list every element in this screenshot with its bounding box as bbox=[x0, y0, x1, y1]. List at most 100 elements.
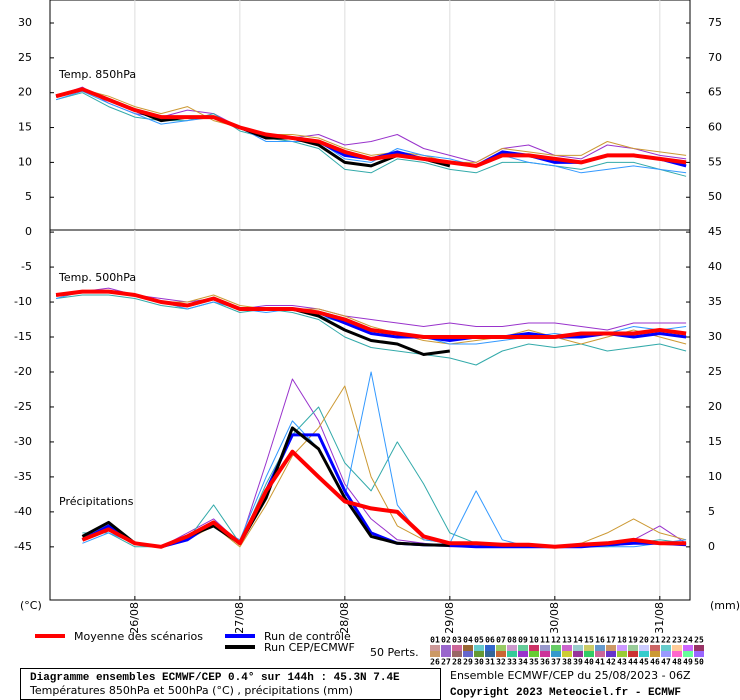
perturbation-label: 06 bbox=[485, 636, 495, 645]
perturbation-label: 07 bbox=[496, 636, 506, 645]
perturbation-label: 45 bbox=[639, 658, 649, 667]
perturbation-swatch bbox=[551, 651, 561, 657]
series-line bbox=[55, 87, 687, 168]
perturbation-label: 02 bbox=[441, 636, 451, 645]
perturbation-swatch bbox=[595, 645, 605, 651]
title: Diagramme ensembles ECMWF/CEP 0.4° sur 1… bbox=[30, 672, 400, 684]
y-tick-label: 0 bbox=[25, 225, 32, 238]
perturbation-label: 22 bbox=[661, 636, 671, 645]
perturbation-swatch bbox=[573, 651, 583, 657]
perturbation-label: 14 bbox=[573, 636, 583, 645]
x-tick-label: 27/08 bbox=[233, 602, 246, 634]
perturbation-label: 49 bbox=[683, 658, 693, 667]
y2-tick-label: 10 bbox=[708, 470, 722, 483]
perturbation-label: 12 bbox=[551, 636, 561, 645]
perturbation-swatch bbox=[463, 651, 473, 657]
perturbation-label: 11 bbox=[540, 636, 550, 645]
perturbation-swatch bbox=[496, 651, 506, 657]
perturbation-swatch bbox=[463, 645, 473, 651]
panel-annotation: Précipitations bbox=[59, 495, 134, 508]
perturbation-swatch bbox=[507, 651, 517, 657]
perturbation-swatch bbox=[507, 645, 517, 651]
perturbation-label: 21 bbox=[650, 636, 660, 645]
perturbation-swatch bbox=[617, 651, 627, 657]
perturbation-label: 30 bbox=[474, 658, 484, 667]
perturbation-label: 29 bbox=[463, 658, 473, 667]
perturbation-label: 03 bbox=[452, 636, 462, 645]
perturbation-label: 39 bbox=[573, 658, 583, 667]
perturbation-swatch bbox=[617, 645, 627, 651]
perturbation-label: 24 bbox=[683, 636, 693, 645]
y-tick-label: 25 bbox=[18, 51, 32, 64]
perturbation-swatch bbox=[430, 645, 440, 651]
y-tick-label: -30 bbox=[14, 435, 32, 448]
perturbation-swatch bbox=[452, 645, 462, 651]
perturbation-swatch bbox=[694, 651, 704, 657]
y2-tick-label: 15 bbox=[708, 435, 722, 448]
perturbation-swatch bbox=[573, 645, 583, 651]
perturbation-swatch bbox=[672, 645, 682, 651]
perturbation-swatch bbox=[474, 645, 484, 651]
perturbation-line bbox=[56, 287, 687, 331]
perturbation-label: 28 bbox=[452, 658, 462, 667]
perturbation-swatch bbox=[650, 651, 660, 657]
perturbation-label: 25 bbox=[694, 636, 704, 645]
legend-cep: Run CEP/ECMWF bbox=[264, 641, 355, 654]
x-tick-label: 30/08 bbox=[548, 602, 561, 634]
y2-tick-label: 0 bbox=[708, 540, 715, 553]
perturbation-swatch bbox=[518, 651, 528, 657]
perturbation-swatch bbox=[639, 651, 649, 657]
perturbation-swatch bbox=[518, 645, 528, 651]
legend-mean: Moyenne des scénarios bbox=[74, 630, 203, 643]
y2-tick-label: 35 bbox=[708, 295, 722, 308]
perturbation-label: 43 bbox=[617, 658, 627, 667]
perturbation-swatch bbox=[485, 645, 495, 651]
perturbation-label: 47 bbox=[661, 658, 671, 667]
y2-tick-label: 30 bbox=[708, 330, 722, 343]
y2-tick-label: 65 bbox=[708, 86, 722, 99]
perturbation-swatch bbox=[452, 651, 462, 657]
subtitle: Températures 850hPa et 500hPa (°C) , pré… bbox=[29, 684, 353, 697]
perturbation-swatch bbox=[551, 645, 561, 651]
perturbations-label: 50 Perts. bbox=[370, 646, 419, 659]
y-tick-label: -15 bbox=[14, 330, 32, 343]
series-line bbox=[81, 449, 687, 549]
perturbation-label: 36 bbox=[540, 658, 550, 667]
perturbation-label: 17 bbox=[606, 636, 616, 645]
y2-tick-label: 40 bbox=[708, 260, 722, 273]
perturbation-label: 26 bbox=[430, 658, 440, 667]
perturbation-label: 09 bbox=[518, 636, 528, 645]
perturbation-label: 05 bbox=[474, 636, 484, 645]
perturbation-swatch bbox=[562, 645, 572, 651]
y-tick-label: -25 bbox=[14, 400, 32, 413]
perturbation-label: 44 bbox=[628, 658, 638, 667]
perturbation-label: 23 bbox=[672, 636, 682, 645]
x-tick-label: 26/08 bbox=[128, 602, 141, 634]
perturbation-swatch bbox=[672, 651, 682, 657]
panel-label: Temp. 500hPa bbox=[58, 271, 136, 284]
x-tick-label: 29/08 bbox=[443, 602, 456, 634]
perturbation-swatch bbox=[650, 645, 660, 651]
y2-tick-label: 55 bbox=[708, 155, 722, 168]
y2-tick-label: 70 bbox=[708, 51, 722, 64]
y-unit: (°C) bbox=[20, 599, 42, 612]
perturbation-label: 15 bbox=[584, 636, 594, 645]
perturbation-swatch bbox=[584, 651, 594, 657]
perturbation-swatch bbox=[562, 651, 572, 657]
legend-control: Run de contrôle bbox=[264, 630, 351, 643]
y-tick-label: -35 bbox=[14, 470, 32, 483]
perturbation-label: 33 bbox=[507, 658, 517, 667]
perturbation-swatch bbox=[595, 651, 605, 657]
perturbation-line bbox=[55, 88, 687, 163]
y-tick-label: -45 bbox=[14, 540, 32, 553]
perturbation-swatch bbox=[628, 651, 638, 657]
perturbation-swatch bbox=[606, 651, 616, 657]
perturbation-label: 16 bbox=[595, 636, 605, 645]
perturbation-label: 35 bbox=[529, 658, 539, 667]
perturbation-label: 31 bbox=[485, 658, 495, 667]
perturbation-label: 37 bbox=[551, 658, 561, 667]
perturbation-label: 48 bbox=[672, 658, 682, 667]
copyright: Copyright 2023 Meteociel.fr - ECMWF bbox=[450, 687, 681, 699]
perturbation-label: 40 bbox=[584, 658, 594, 667]
